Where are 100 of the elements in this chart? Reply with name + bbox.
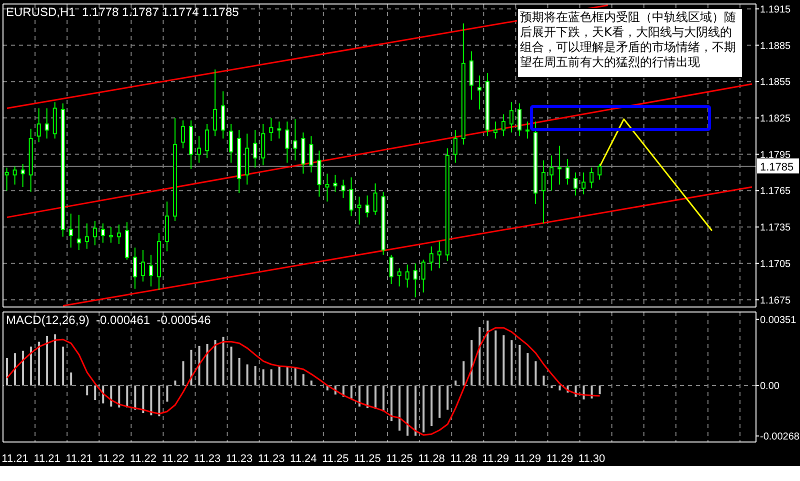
candlestick: [116, 224, 121, 244]
y-tick-label: 0.00: [760, 381, 780, 392]
candlestick: [493, 121, 498, 140]
bar: [198, 346, 200, 386]
candlestick: [365, 194, 370, 218]
candlestick: [509, 102, 514, 133]
bar: [350, 385, 352, 398]
bar: [550, 385, 553, 388]
bar: [502, 335, 505, 386]
bar: [214, 340, 216, 386]
candlestick: [558, 145, 562, 186]
bar: [22, 350, 24, 386]
bar: [382, 385, 384, 412]
y-tick-label: 1.1855: [760, 77, 792, 88]
candlestick: [100, 222, 105, 244]
bar: [422, 385, 425, 432]
bar: [86, 385, 88, 396]
bar: [430, 385, 433, 426]
bar: [526, 353, 529, 386]
candlestick: [357, 196, 362, 226]
bar: [182, 361, 184, 386]
candlestick: [598, 163, 602, 180]
candlestick: [92, 220, 97, 246]
bar: [494, 330, 497, 386]
bar: [286, 366, 288, 386]
candlestick: [333, 174, 338, 192]
bar: [310, 380, 312, 386]
bar: [366, 385, 368, 408]
candlestick: [582, 172, 586, 195]
candlestick: [285, 121, 290, 164]
bar: [142, 385, 144, 413]
bar: [158, 385, 160, 416]
bar: [406, 385, 409, 436]
y-tick-label: 1.1885: [760, 40, 792, 52]
bar: [598, 385, 601, 394]
candlestick: [4, 167, 9, 192]
candlestick: [413, 262, 418, 298]
bar: [70, 372, 72, 386]
candlestick: [132, 247, 137, 290]
x-tick-label: 11.22: [162, 453, 189, 465]
candlestick: [517, 102, 522, 137]
candlestick: [590, 167, 594, 189]
candlestick: [44, 108, 49, 140]
bar: [238, 358, 240, 386]
x-tick-label: 11.24: [290, 453, 317, 465]
y-tick-label: 1.1705: [760, 258, 792, 270]
x-tick-label: 11.28: [418, 453, 445, 465]
candlestick: [12, 166, 17, 186]
line-series: [6, 327, 601, 436]
bar: [374, 385, 376, 409]
bar: [478, 327, 481, 386]
candlestick: [566, 158, 570, 186]
y-tick-label: 1.1915: [760, 4, 792, 16]
bar: [518, 344, 521, 386]
candlestick: [181, 120, 186, 149]
candlestick: [525, 121, 530, 140]
x-tick-label: 11.23: [194, 453, 221, 465]
candlestick: [325, 173, 330, 202]
bar: [454, 380, 457, 386]
candlestick: [477, 75, 482, 110]
bar: [222, 336, 224, 386]
bar: [134, 385, 136, 410]
x-tick-label: 11.29: [514, 453, 542, 465]
bar: [270, 369, 272, 386]
bar: [302, 374, 304, 386]
bar: [166, 385, 168, 402]
candlestick: [140, 250, 145, 282]
bar: [174, 380, 176, 386]
candlestick: [405, 264, 410, 288]
candlestick: [197, 136, 202, 164]
x-tick-label: 11.29: [482, 453, 510, 465]
ref-line-label: 1.1785: [760, 161, 794, 174]
x-tick-label: 11.22: [98, 453, 125, 465]
bar: [358, 385, 360, 407]
candlestick: [574, 172, 578, 196]
bar: [126, 385, 128, 408]
bar: [14, 353, 16, 386]
bar: [462, 361, 465, 386]
y-tick-label: 1.1735: [760, 222, 792, 234]
x-tick-label: 11.21: [66, 453, 92, 465]
candlestick: [453, 130, 458, 164]
bar: [110, 385, 112, 407]
bar: [542, 376, 545, 386]
candlestick: [309, 136, 314, 173]
bar: [230, 346, 232, 386]
candlestick: [421, 259, 426, 293]
bar: [294, 368, 296, 386]
candlestick: [550, 155, 554, 192]
candlestick: [20, 163, 25, 188]
candlestick: [205, 123, 210, 158]
x-tick-label: 11.23: [258, 453, 285, 465]
candlestick: [501, 114, 506, 137]
candlestick: [397, 268, 402, 287]
y-tick-label: 1.1765: [760, 186, 792, 198]
x-tick-label: 11.22: [130, 453, 157, 465]
bar: [62, 346, 64, 386]
candlestick: [253, 130, 258, 168]
bar: [94, 385, 96, 400]
chart-title: EURUSD,H1 1.1778 1.1787 1.1774 1.1785: [6, 5, 239, 19]
candlestick: [542, 160, 546, 224]
